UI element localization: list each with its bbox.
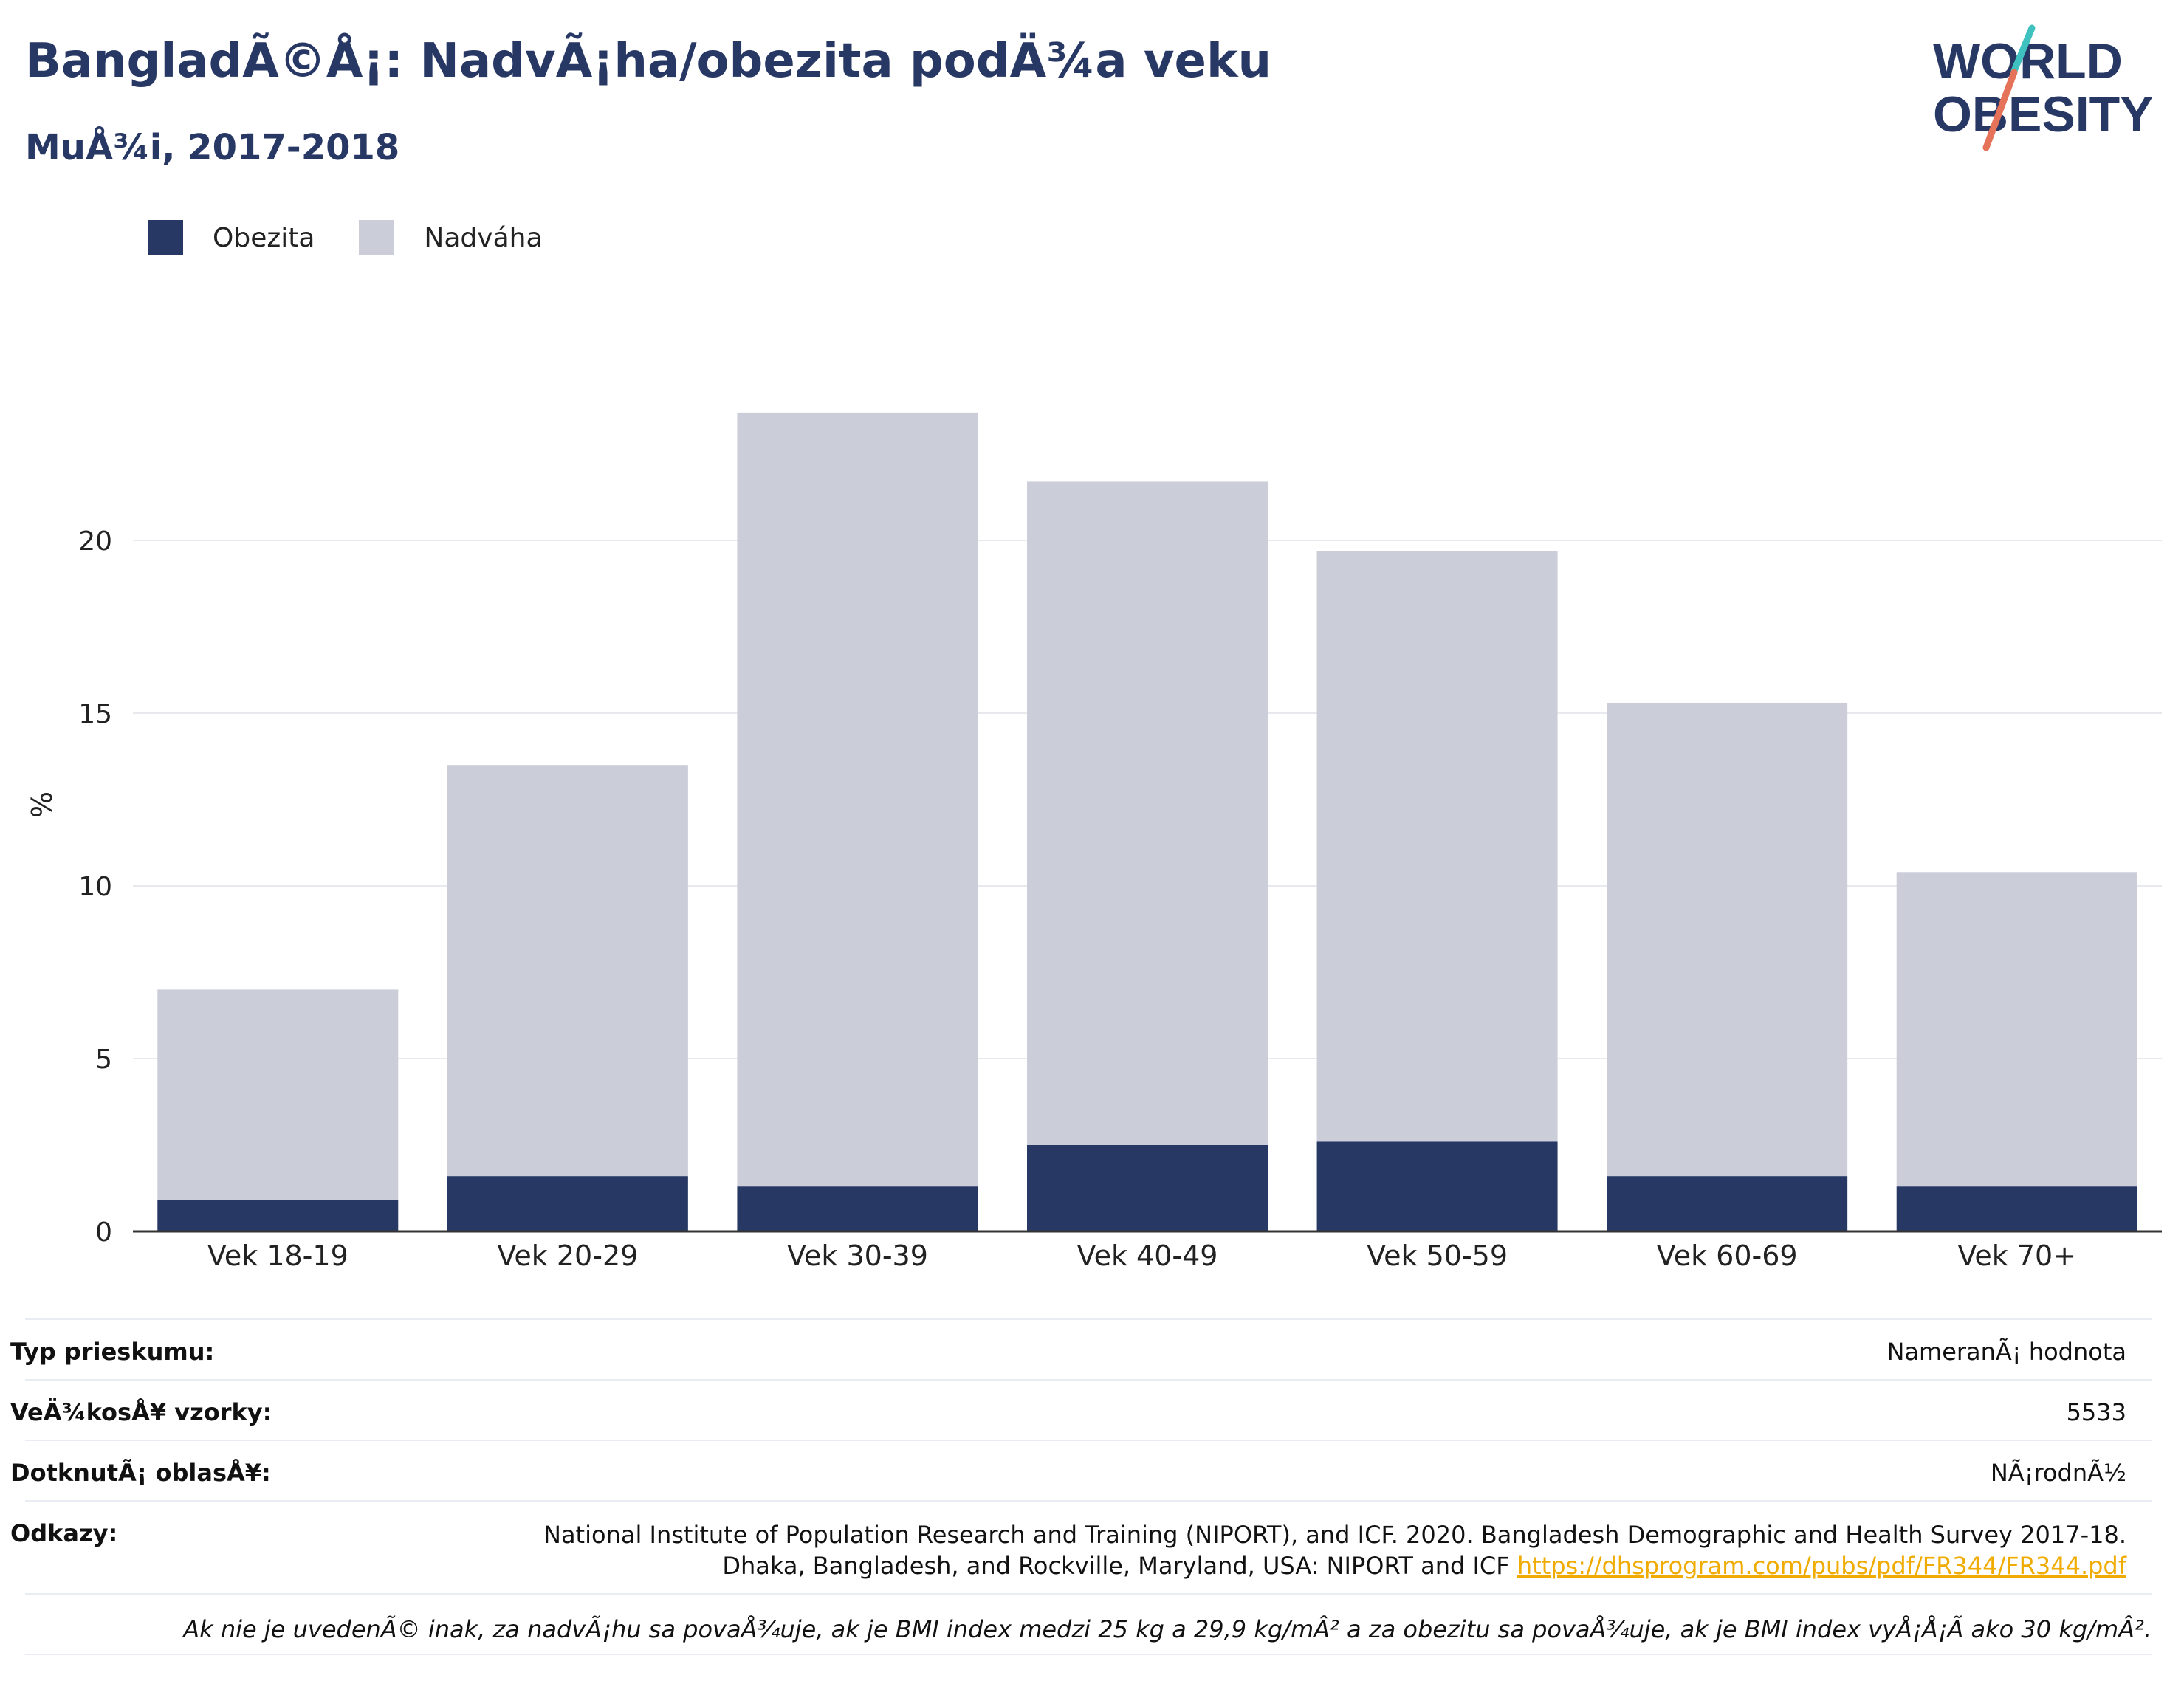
- references-label: Odkazy:: [10, 1519, 118, 1547]
- sample-size-label: VeÄ¾kosÅ¥ vzorky:: [10, 1398, 272, 1426]
- chart-title: BangladÃ©Å¡: NadvÃ¡ha/obezita podÄ¾a vek…: [25, 34, 1272, 89]
- legend-swatch-obesity: [148, 220, 183, 255]
- y-tick-label: 0: [95, 1217, 112, 1248]
- legend-item-obesity[interactable]: Obezita: [148, 220, 315, 255]
- bar-obesity: [737, 1186, 978, 1231]
- logo-slash-teal: [2010, 24, 2036, 75]
- x-tick-label: Vek 50-59: [1367, 1240, 1508, 1270]
- chart-subtitle: MuÅ¾i, 2017-2018: [25, 127, 400, 168]
- y-axis-label: %: [26, 791, 58, 818]
- bar-overweight: [737, 412, 978, 1187]
- legend-swatch-overweight: [359, 220, 395, 255]
- survey-type-value: NameranÃ¡ hodnota: [1886, 1338, 2126, 1366]
- bar-obesity: [157, 1200, 399, 1231]
- bar-chart: 0 5 10 15 20% Vek 18-19 Vek 20-29 Vek 30-39 Vek …: [26, 412, 2162, 1270]
- table-rule: [25, 1500, 2152, 1502]
- bar-overweight: [1316, 551, 1558, 1142]
- legend-label-obesity: Obezita: [213, 222, 315, 253]
- y-tick-label: 10: [78, 872, 112, 902]
- references-link[interactable]: https://dhsprogram.com/pubs/pdf/FR344/FR…: [1517, 1552, 2126, 1580]
- bar-overweight: [1896, 872, 2137, 1187]
- table-rule-top: [25, 1318, 2152, 1320]
- references-line-1: National Institute of Population Researc…: [543, 1521, 2126, 1549]
- x-tick-label: Vek 60-69: [1657, 1240, 1798, 1270]
- legend-item-overweight[interactable]: Nadváha: [359, 220, 543, 255]
- footnote: Ak nie je uvedenÃ© inak, za nadvÃ¡hu sa …: [183, 1615, 2152, 1643]
- area-value: NÃ¡rodnÃ½: [1990, 1459, 2126, 1487]
- table-rule: [25, 1593, 2152, 1595]
- bar-overweight: [157, 989, 399, 1200]
- bar-obesity: [1896, 1186, 2137, 1231]
- world-obesity-logo: WORLD OBESITY: [1933, 24, 2154, 151]
- x-tick-label: Vek 20-29: [497, 1240, 638, 1270]
- area-label: DotknutÃ¡ oblasÅ¥:: [10, 1459, 271, 1487]
- x-tick-label: Vek 30-39: [787, 1240, 928, 1270]
- bar-overweight: [447, 765, 688, 1177]
- x-tick-label: Vek 70+: [1957, 1240, 2076, 1270]
- bar-obesity: [1027, 1145, 1268, 1231]
- y-tick-label: 20: [78, 526, 112, 557]
- bar-obesity: [447, 1176, 688, 1231]
- x-tick-label: Vek 40-49: [1077, 1240, 1218, 1270]
- table-rule: [25, 1379, 2152, 1381]
- references-line-2: Dhaka, Bangladesh, and Rockville, Maryla…: [543, 1550, 2126, 1581]
- table-rule-bottom: [25, 1654, 2152, 1655]
- sample-size-value: 5533: [2066, 1398, 2126, 1426]
- bar-overweight: [1027, 481, 1268, 1145]
- y-tick-label: 15: [78, 699, 112, 729]
- table-rule: [25, 1440, 2152, 1441]
- references-value: National Institute of Population Researc…: [543, 1519, 2126, 1581]
- bar-overweight: [1607, 702, 1848, 1177]
- bar-obesity: [1316, 1141, 1558, 1231]
- references-text: Dhaka, Bangladesh, and Rockville, Maryla…: [722, 1552, 1510, 1580]
- y-tick-label: 5: [95, 1045, 112, 1075]
- bar-obesity: [1607, 1176, 1848, 1231]
- logo-text-obesity: OBESITY: [1933, 86, 2154, 142]
- x-tick-label: Vek 18-19: [207, 1240, 348, 1270]
- legend-label-overweight: Nadváha: [424, 222, 543, 253]
- chart-legend: Obezita Nadváha: [148, 220, 587, 255]
- logo-slash-red: [1982, 69, 2018, 151]
- survey-type-label: Typ prieskumu:: [10, 1338, 215, 1366]
